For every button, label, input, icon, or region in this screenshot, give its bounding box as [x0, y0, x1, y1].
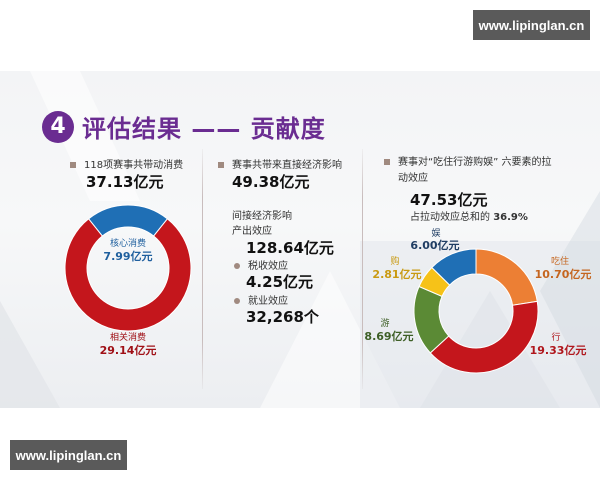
bullet-icon	[384, 159, 390, 165]
bullet-icon	[218, 162, 224, 168]
share-prefix: 占拉动效应总和的	[410, 212, 490, 223]
bullet-icon	[234, 298, 240, 304]
slide: 4 评估结果 —— 贡献度 118项赛事共带动消费 37.13亿元 核心消费 7…	[0, 71, 600, 408]
share-value: 36.9%	[493, 212, 528, 223]
label-sightseeing: 游	[380, 319, 390, 329]
related-consumption-label: 相关消费	[109, 333, 146, 343]
output-effect-label: 产出效应	[232, 226, 272, 237]
label-eat-stay: 吃住	[550, 257, 569, 267]
six-elements-label: 赛事对“吃住行游购娱” 六要素的拉 动效应	[384, 155, 552, 187]
direct-impact-label: 赛事共带来直接经济影响	[218, 156, 342, 171]
value-sightseeing: 8.69亿元	[364, 330, 414, 343]
bullet-icon	[70, 162, 76, 168]
donut-segment-0	[475, 248, 538, 306]
core-consumption-label: 核心消费	[109, 239, 146, 249]
consumption-label-text: 118项赛事共带动消费	[84, 160, 184, 171]
section-number-badge: 4	[42, 110, 74, 143]
six-elements-share: 占拉动效应总和的 36.9%	[410, 208, 528, 223]
indirect-impact-heading: 间接经济影响	[232, 211, 292, 222]
label-transport: 行	[551, 333, 561, 343]
consumption-donut-chart	[64, 204, 192, 332]
bullet-icon	[234, 263, 240, 269]
six-elements-total: 47.53亿元	[410, 191, 488, 209]
direct-impact-label-text: 赛事共带来直接经济影响	[232, 160, 342, 171]
value-entertainment: 6.00亿元	[410, 239, 460, 252]
jobs-effect-value: 32,268个	[246, 308, 319, 326]
jobs-effect-label: 就业效应	[234, 292, 288, 307]
six-elements-label-line2: 动效应	[398, 173, 428, 184]
column-divider-1	[202, 149, 203, 389]
consumption-label: 118项赛事共带动消费	[70, 156, 183, 171]
donut-segment-1	[64, 218, 192, 332]
output-effect-value: 128.64亿元	[246, 239, 334, 257]
value-shopping: 2.81亿元	[372, 268, 422, 281]
tax-effect-value: 4.25亿元	[246, 273, 314, 291]
value-transport: 19.33亿元	[529, 344, 587, 357]
section-header: 4 评估结果 —— 贡献度	[42, 109, 326, 144]
watermark-bottom: www.lipinglan.cn	[10, 440, 127, 470]
donut-segment-0	[87, 204, 169, 237]
six-elements-donut-chart	[413, 248, 539, 374]
donut-segment-4	[431, 248, 477, 286]
tax-effect-label: 税收效应	[234, 257, 288, 272]
page-title: 评估结果 —— 贡献度	[82, 115, 326, 143]
consumption-total: 37.13亿元	[86, 173, 164, 191]
value-eat-stay: 10.70亿元	[534, 268, 592, 281]
core-consumption-value: 7.99亿元	[103, 250, 153, 263]
watermark-top: www.lipinglan.cn	[473, 10, 590, 40]
label-shopping: 购	[390, 257, 400, 267]
six-elements-label-line1: 赛事对“吃住行游购娱” 六要素的拉	[398, 157, 552, 168]
jobs-effect-label-text: 就业效应	[248, 296, 288, 307]
direct-impact-value: 49.38亿元	[232, 173, 310, 191]
donut-segment-1	[429, 300, 539, 374]
label-entertainment: 娱	[431, 229, 441, 239]
related-consumption-value: 29.14亿元	[99, 344, 157, 357]
column-divider-2	[362, 149, 363, 389]
tax-effect-label-text: 税收效应	[248, 261, 288, 272]
